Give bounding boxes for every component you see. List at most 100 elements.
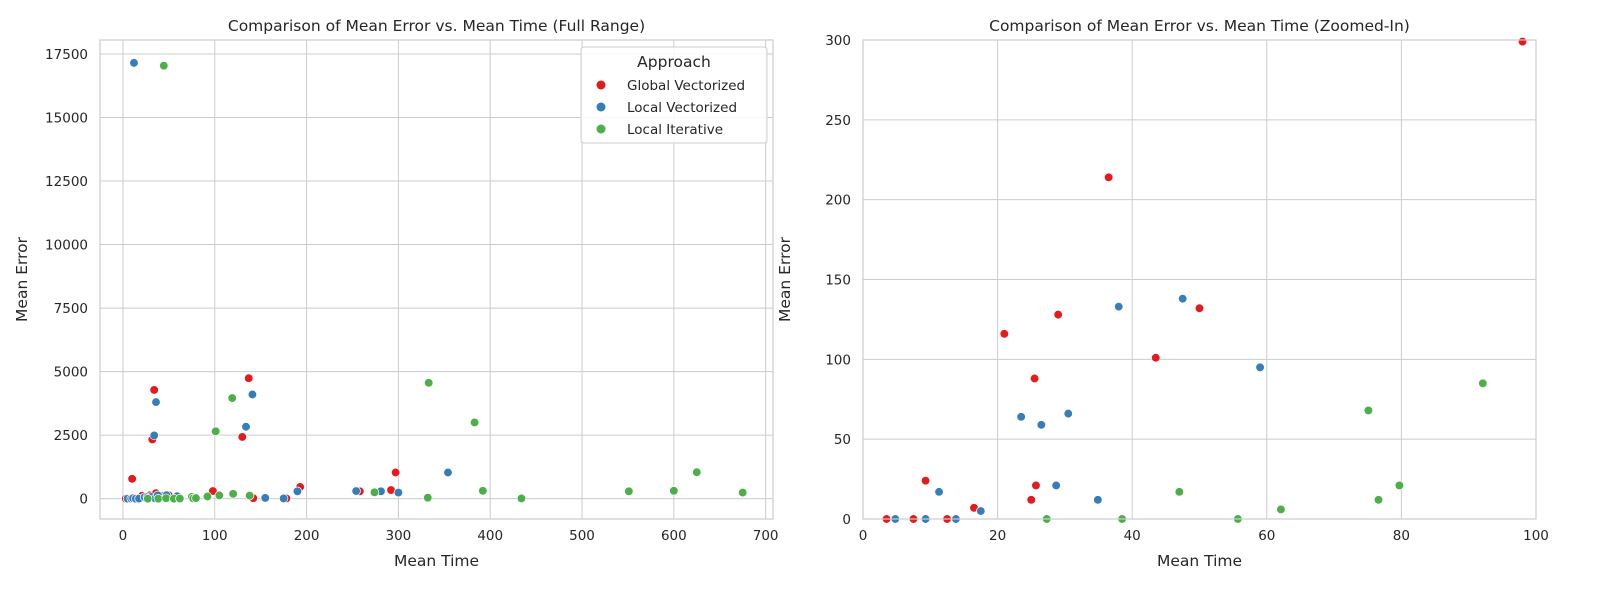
- scatter-panel-full-range: 0 100 200 300 400 500 600 700 0 2500 5000 7500 10000…: [13, 17, 779, 570]
- x-tick-label: 300: [386, 528, 412, 544]
- point-local-iterative: [738, 487, 748, 498]
- point-global-vectorized: [999, 329, 1009, 339]
- point-local-vectorized: [976, 506, 986, 516]
- point-local-vectorized: [260, 493, 270, 503]
- tick-labels-full-range: 0 100 200 300 400 500 600 700 0 2500 5000 7500 10000…: [45, 47, 778, 544]
- point-local-iterative: [624, 486, 634, 496]
- point-local-vectorized: [1178, 294, 1188, 304]
- point-local-vectorized: [393, 487, 404, 498]
- point-local-iterative: [202, 491, 213, 502]
- point-global-vectorized: [1031, 480, 1041, 491]
- point-local-vectorized: [1114, 301, 1124, 312]
- x-tick-label: 200: [294, 528, 320, 544]
- point-local-vectorized: [1063, 408, 1073, 419]
- plot-frame-zoomed-in: [862, 39, 1537, 520]
- point-global-vectorized: [1053, 309, 1063, 320]
- point-local-vectorized: [1255, 362, 1265, 372]
- y-tick-label: 200: [825, 193, 851, 209]
- point-local-vectorized: [1051, 480, 1061, 491]
- x-tick-label: 60: [1258, 528, 1275, 544]
- x-tick-label: 100: [1523, 528, 1549, 544]
- x-tick-label: 0: [859, 528, 868, 544]
- point-local-vectorized: [1016, 412, 1026, 422]
- point-local-iterative: [228, 489, 238, 499]
- point-local-iterative: [424, 378, 434, 388]
- legend-label-local-iterative: Local Iterative: [627, 122, 723, 138]
- point-global-vectorized: [1026, 495, 1036, 505]
- legend-label-local-vectorized: Local Vectorized: [627, 100, 737, 116]
- y-tick-label: 150: [825, 273, 851, 289]
- point-global-vectorized: [1517, 36, 1528, 47]
- point-local-iterative: [211, 426, 221, 436]
- legend-marker-global-vectorized: [596, 80, 606, 90]
- tick-labels-zoomed-in: 0 20 40 60 80 100 0 50 100 150 200 250 300: [825, 33, 1549, 544]
- point-local-iterative: [1363, 405, 1374, 416]
- point-local-iterative: [1276, 504, 1286, 515]
- point-local-iterative: [153, 494, 163, 504]
- y-tick-label: 10000: [45, 238, 88, 254]
- point-local-iterative: [516, 493, 527, 504]
- x-axis-label-zoomed-in: Mean Time: [1157, 552, 1242, 570]
- point-local-iterative: [1478, 378, 1488, 388]
- legend-box: [580, 46, 768, 144]
- y-tick-label: 100: [825, 352, 851, 368]
- x-tick-label: 400: [477, 528, 503, 544]
- y-tick-label: 17500: [45, 47, 88, 63]
- point-local-vectorized: [129, 58, 139, 68]
- y-tick-label: 5000: [54, 365, 88, 381]
- point-local-vectorized: [278, 493, 289, 504]
- point-global-vectorized: [1029, 373, 1040, 384]
- point-local-vectorized: [149, 430, 159, 441]
- point-global-vectorized: [237, 432, 247, 442]
- y-tick-label: 300: [825, 33, 851, 49]
- point-local-iterative: [1394, 480, 1405, 491]
- x-tick-label: 40: [1124, 528, 1141, 544]
- point-local-iterative: [423, 493, 433, 503]
- y-axis-label-full-range: Mean Error: [13, 236, 31, 322]
- point-global-vectorized: [1151, 353, 1161, 363]
- y-tick-label: 0: [842, 512, 851, 528]
- point-local-iterative: [161, 493, 171, 503]
- point-local-iterative: [175, 493, 185, 504]
- point-local-iterative: [478, 486, 488, 496]
- point-local-iterative: [143, 494, 153, 504]
- point-local-vectorized: [241, 422, 251, 432]
- point-local-iterative: [669, 486, 679, 496]
- point-local-vectorized: [247, 389, 258, 400]
- point-local-iterative: [191, 493, 201, 503]
- point-local-iterative: [469, 417, 480, 428]
- point-global-vectorized: [208, 486, 218, 496]
- legend-marker-local-iterative: [596, 124, 606, 134]
- point-local-iterative: [1373, 495, 1384, 505]
- y-tick-label: 0: [79, 492, 88, 508]
- point-local-iterative: [1174, 487, 1184, 497]
- x-tick-label: 700: [753, 528, 779, 544]
- point-local-vectorized: [151, 397, 161, 407]
- legend-title: Approach: [637, 53, 711, 71]
- point-local-vectorized: [1036, 420, 1046, 430]
- x-tick-label: 500: [569, 528, 595, 544]
- x-tick-label: 80: [1393, 528, 1410, 544]
- point-global-vectorized: [390, 467, 401, 478]
- plot-frame-full-range: [99, 39, 774, 520]
- point-local-vectorized: [292, 486, 303, 496]
- x-axis-label-full-range: Mean Time: [394, 552, 479, 570]
- point-local-iterative: [227, 393, 237, 403]
- point-local-iterative: [159, 61, 169, 71]
- y-tick-label: 250: [825, 113, 851, 129]
- y-tick-label: 7500: [54, 301, 88, 317]
- point-local-iterative: [245, 490, 255, 501]
- point-local-iterative: [369, 487, 380, 497]
- point-global-vectorized: [920, 476, 931, 486]
- y-axis-label-zoomed-in: Mean Error: [776, 236, 794, 322]
- point-local-vectorized: [443, 467, 453, 478]
- scatter-panel-zoomed-in: 0 20 40 60 80 100 0 50 100 150 200 250 300 Compariso…: [776, 17, 1549, 570]
- point-global-vectorized: [1194, 303, 1205, 313]
- legend: Approach Global Vectorized Local Vectori…: [580, 46, 768, 144]
- legend-label-global-vectorized: Global Vectorized: [627, 78, 745, 94]
- point-local-iterative: [214, 490, 225, 501]
- points-full-range: [121, 58, 748, 504]
- point-global-vectorized: [1103, 172, 1114, 182]
- point-local-vectorized: [1093, 495, 1103, 505]
